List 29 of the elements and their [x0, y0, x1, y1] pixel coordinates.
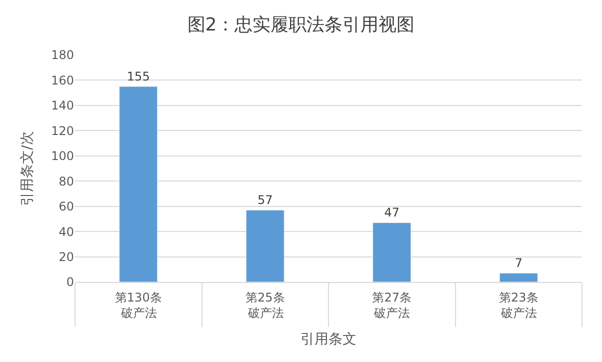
- y-tick-label: 100: [51, 149, 74, 164]
- y-tick-label: 20: [58, 250, 74, 264]
- text: 破产法: [247, 306, 284, 320]
- bar: [499, 272, 538, 282]
- data-label: 155: [126, 70, 150, 84]
- y-tick-label: 60: [58, 200, 74, 214]
- y-tick-label: 40: [58, 224, 74, 239]
- data-label: 57: [257, 193, 273, 208]
- x-tick-label: 第23条: [498, 290, 538, 304]
- data-label: 47: [384, 206, 400, 220]
- data-label: 7: [514, 256, 522, 270]
- y-tick-label: 80: [58, 174, 74, 188]
- bar: [246, 210, 284, 282]
- text: 破产法: [120, 306, 157, 320]
- chart-title: 图2：忠实履职法条引用视图: [187, 14, 415, 36]
- y-tick-label: 0: [66, 275, 74, 290]
- x-tick-label: 第130条: [114, 290, 162, 304]
- y-tick-label: 120: [51, 124, 74, 138]
- x-tick-label: 第27条: [372, 290, 412, 304]
- bar: [119, 86, 158, 282]
- text: 破产法: [500, 306, 537, 320]
- y-tick-label: 160: [51, 73, 74, 88]
- x-tick-label: 第25条: [245, 290, 285, 304]
- text: 破产法: [373, 306, 410, 320]
- x-axis-title: 引用条文: [300, 332, 356, 348]
- y-tick-label: 140: [51, 98, 74, 113]
- y-tick-label: 180: [51, 48, 74, 62]
- y-axis-title: 引用条文/次: [20, 131, 36, 206]
- bar: [372, 222, 412, 282]
